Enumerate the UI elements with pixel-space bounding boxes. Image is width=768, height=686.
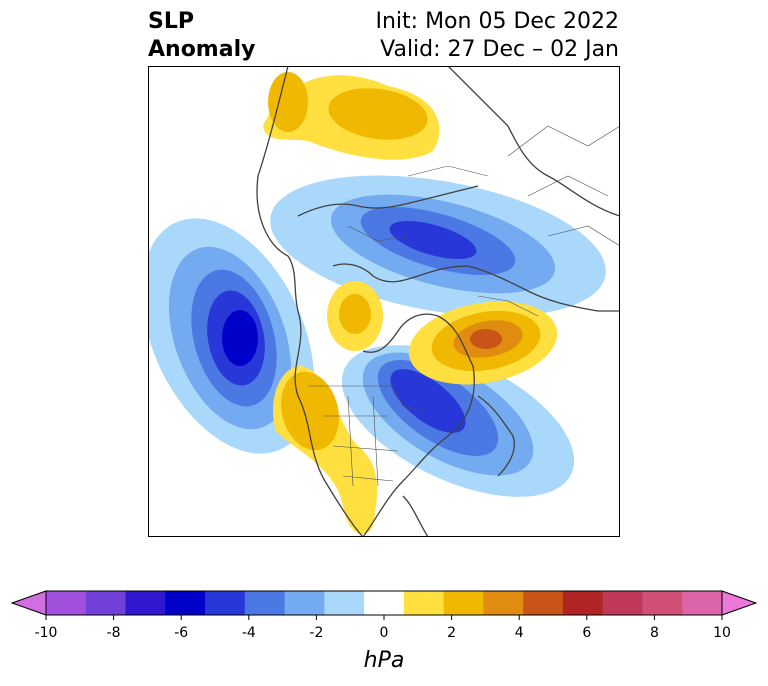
colorbar-cell <box>602 591 643 615</box>
colorbar-tick-label: 4 <box>515 625 524 641</box>
negative-anomaly-eastern-canada <box>341 345 575 497</box>
colorbar-tick-label: -10 <box>35 625 58 641</box>
title-right: Init: Mon 05 Dec 2022 Valid: 27 Dec – 02… <box>376 8 620 64</box>
colorbar-tick-label: -2 <box>309 625 323 641</box>
colorbar-tick-label: 10 <box>713 625 731 641</box>
positive-anomaly-western-north-america <box>272 366 378 535</box>
colorbar: -10 -8 -6 -4 -2 0 2 4 6 8 10 <box>10 590 758 641</box>
positive-anomaly-east-asia <box>263 72 440 160</box>
colorbar-cell <box>642 591 683 615</box>
colorbar-cell <box>205 591 246 615</box>
title-variable: SLP <box>148 9 194 34</box>
colorbar-tick-label: 8 <box>650 625 659 641</box>
colorbar-cell <box>483 591 524 615</box>
colorbar-cell <box>364 591 405 615</box>
colorbar-cell <box>284 591 325 615</box>
title-type: Anomaly <box>148 37 256 62</box>
colorbar-cell <box>443 591 484 615</box>
title-left: SLP Anomaly <box>148 8 255 64</box>
colorbar-cell <box>324 591 365 615</box>
colorbar-cell <box>165 591 206 615</box>
colorbar-tick-label: 0 <box>380 625 389 641</box>
colorbar-cell <box>244 591 286 615</box>
colorbar-cell <box>562 591 604 615</box>
colorbar-tick-label: -8 <box>107 625 121 641</box>
colorbar-tick-label: -4 <box>242 625 256 641</box>
country-borders <box>308 125 620 487</box>
colorbar-cell <box>85 591 127 615</box>
colorbar-cells <box>10 590 758 616</box>
positive-anomaly-scandinavia-north-atlantic <box>408 301 558 385</box>
colorbar-cell <box>46 591 87 615</box>
colorbar-cell <box>682 591 723 615</box>
colorbar-cell <box>125 591 166 615</box>
negative-anomaly-north-pacific <box>148 218 315 454</box>
colorbar-tick-label: -6 <box>174 625 188 641</box>
colorbar-cell <box>523 591 564 615</box>
colorbar-tick-label: 2 <box>447 625 456 641</box>
colorbar-tick-label: 6 <box>582 625 591 641</box>
positive-anomaly-arctic <box>327 281 383 351</box>
colorbar-arrow-low <box>10 590 47 616</box>
colorbar-unit-label: hPa <box>363 648 405 673</box>
coastlines <box>256 66 620 537</box>
map-panel <box>148 66 620 537</box>
colorbar-cell <box>403 591 445 615</box>
map-frame <box>148 66 620 537</box>
colorbar-ticks: -10 -8 -6 -4 -2 0 2 4 6 8 10 <box>35 615 731 641</box>
colorbar-arrow-high <box>721 590 758 616</box>
valid-range: Valid: 27 Dec – 02 Jan <box>380 37 619 62</box>
init-date: Init: Mon 05 Dec 2022 <box>375 9 620 34</box>
